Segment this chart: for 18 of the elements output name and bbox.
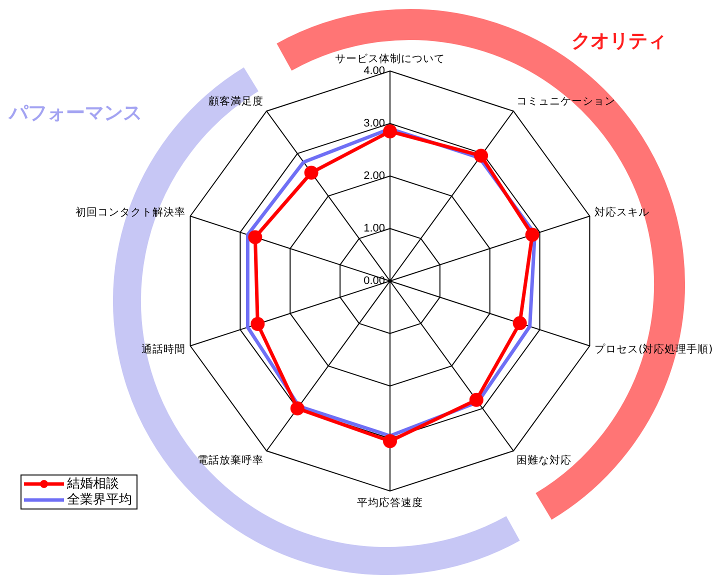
spoke-label: プロセス(対応処理手順) — [594, 342, 713, 356]
spoke-label: 対応スキル — [594, 205, 650, 218]
spoke-label: 平均応答速度 — [357, 496, 423, 509]
spoke-label: 顧客満足度 — [208, 94, 264, 108]
spoke-label: 通話時間 — [142, 342, 186, 356]
y-tick-label: 1.00 — [364, 222, 385, 234]
y-tick-label: 3.00 — [364, 118, 385, 130]
legend-label: 結婚相談 — [66, 476, 119, 492]
y-tick-label: 2.00 — [364, 170, 385, 182]
spoke-label: サービス体制について — [335, 52, 445, 65]
spoke-label: コミュニケーション — [516, 95, 616, 108]
spoke-label: 初回コンタクト解決率 — [76, 205, 186, 218]
spoke-label: 困難な対応 — [516, 454, 572, 467]
spoke-label: 電話放棄呼率 — [198, 454, 264, 467]
text: クオリティ — [572, 30, 666, 52]
text: パフォーマンス — [8, 102, 142, 124]
y-tick-label: 4.00 — [364, 65, 385, 77]
legend-label: 全業界平均 — [67, 492, 132, 508]
